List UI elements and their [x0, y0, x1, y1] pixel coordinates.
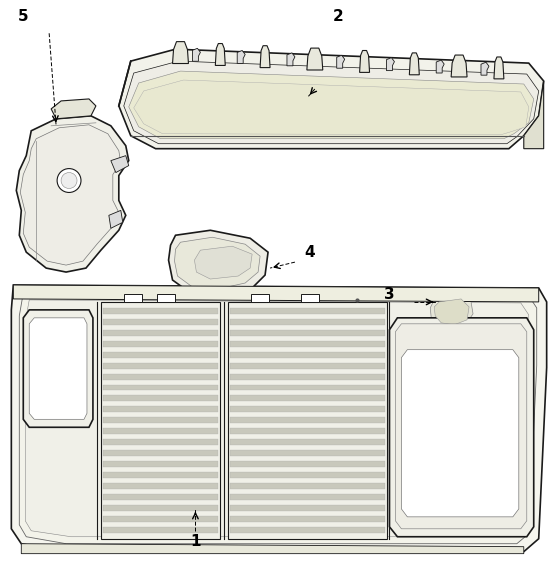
Polygon shape — [387, 58, 395, 71]
Polygon shape — [230, 385, 386, 390]
Polygon shape — [20, 293, 537, 544]
Polygon shape — [230, 308, 386, 314]
Polygon shape — [401, 349, 519, 517]
Polygon shape — [260, 46, 270, 68]
Polygon shape — [103, 417, 218, 424]
Polygon shape — [430, 294, 473, 327]
Polygon shape — [103, 385, 218, 390]
Polygon shape — [103, 428, 218, 434]
Polygon shape — [215, 43, 225, 66]
Polygon shape — [103, 330, 218, 336]
Polygon shape — [103, 341, 218, 347]
Polygon shape — [230, 505, 386, 511]
Polygon shape — [103, 308, 218, 314]
Polygon shape — [103, 396, 218, 401]
Polygon shape — [129, 71, 533, 139]
Polygon shape — [524, 81, 543, 149]
Text: 4: 4 — [305, 245, 315, 260]
Polygon shape — [103, 319, 218, 325]
Bar — [301, 294, 319, 302]
Polygon shape — [109, 210, 123, 228]
Polygon shape — [134, 80, 529, 135]
Polygon shape — [194, 246, 252, 279]
Polygon shape — [103, 352, 218, 357]
Polygon shape — [103, 516, 218, 522]
Polygon shape — [481, 62, 489, 75]
Polygon shape — [103, 406, 218, 412]
Polygon shape — [230, 450, 386, 456]
Text: 1: 1 — [190, 534, 201, 549]
Polygon shape — [23, 310, 93, 428]
Polygon shape — [193, 48, 200, 61]
Polygon shape — [29, 318, 87, 420]
Polygon shape — [16, 116, 129, 272]
Polygon shape — [230, 396, 386, 401]
Polygon shape — [307, 48, 323, 70]
Polygon shape — [13, 285, 538, 302]
Polygon shape — [230, 406, 386, 412]
Polygon shape — [103, 494, 218, 500]
Polygon shape — [228, 302, 387, 539]
Polygon shape — [119, 49, 543, 149]
Polygon shape — [103, 439, 218, 445]
Polygon shape — [124, 61, 538, 144]
Text: 3: 3 — [384, 287, 395, 303]
Polygon shape — [169, 230, 268, 296]
Polygon shape — [103, 461, 218, 467]
Polygon shape — [230, 527, 386, 533]
Polygon shape — [21, 544, 524, 553]
Polygon shape — [175, 237, 260, 289]
Polygon shape — [103, 472, 218, 478]
Polygon shape — [230, 516, 386, 522]
Polygon shape — [230, 483, 386, 489]
Polygon shape — [103, 483, 218, 489]
Polygon shape — [436, 60, 444, 73]
Polygon shape — [103, 363, 218, 369]
Polygon shape — [230, 363, 386, 369]
Polygon shape — [434, 299, 469, 325]
Circle shape — [57, 169, 81, 193]
Polygon shape — [51, 99, 96, 119]
Bar — [251, 294, 269, 302]
Circle shape — [61, 173, 77, 189]
Polygon shape — [103, 450, 218, 456]
Text: 5: 5 — [18, 9, 28, 24]
Polygon shape — [237, 51, 245, 63]
Polygon shape — [410, 53, 419, 75]
Polygon shape — [230, 461, 386, 467]
Polygon shape — [230, 417, 386, 424]
Bar — [124, 294, 142, 302]
Polygon shape — [230, 352, 386, 357]
Polygon shape — [230, 319, 386, 325]
Polygon shape — [230, 439, 386, 445]
Polygon shape — [11, 285, 547, 552]
Polygon shape — [287, 53, 295, 66]
Polygon shape — [230, 494, 386, 500]
Polygon shape — [230, 373, 386, 380]
Text: 2: 2 — [333, 9, 343, 24]
Polygon shape — [230, 330, 386, 336]
Polygon shape — [103, 505, 218, 511]
Polygon shape — [25, 300, 529, 537]
Polygon shape — [359, 51, 369, 72]
Polygon shape — [427, 288, 479, 332]
Polygon shape — [336, 55, 345, 68]
Polygon shape — [494, 57, 504, 79]
Polygon shape — [172, 42, 189, 63]
Polygon shape — [20, 125, 121, 265]
Polygon shape — [230, 472, 386, 478]
Polygon shape — [111, 156, 129, 173]
Polygon shape — [451, 55, 467, 77]
Polygon shape — [389, 318, 533, 537]
Polygon shape — [103, 527, 218, 533]
Bar — [157, 294, 175, 302]
Polygon shape — [230, 428, 386, 434]
Polygon shape — [230, 341, 386, 347]
Polygon shape — [103, 373, 218, 380]
Polygon shape — [396, 324, 527, 529]
Polygon shape — [101, 302, 220, 539]
